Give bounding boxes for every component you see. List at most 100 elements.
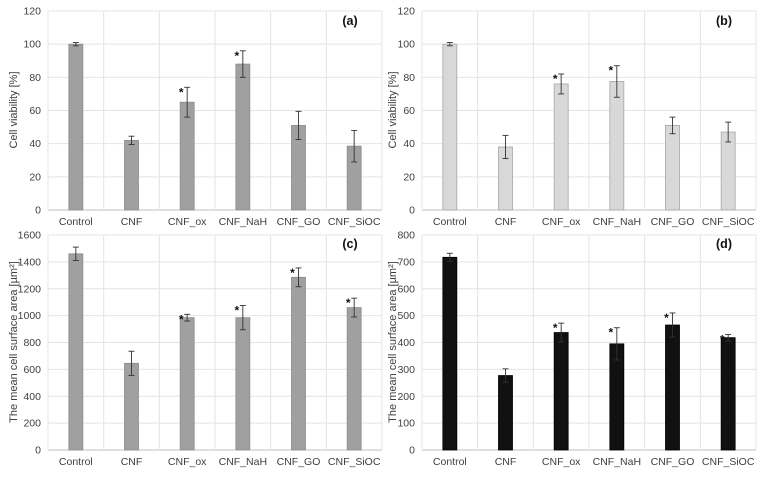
chart-panel-3: 0 100 200 300 400 500 600 700 800 The mean cell s… (387, 230, 757, 468)
y-tick-label: 100 (23, 39, 41, 51)
bar (68, 43, 84, 211)
x-category-label: CNF_SiOC (702, 216, 755, 228)
y-tick-label: 0 (35, 445, 41, 457)
y-tick-label: 700 (397, 256, 415, 268)
bar (179, 101, 195, 211)
bar (609, 81, 625, 211)
bar (291, 276, 306, 451)
significance-marker: * (290, 266, 295, 280)
bar (442, 256, 458, 451)
y-tick-label: 1200 (18, 283, 42, 295)
y-tick-label: 20 (29, 171, 41, 183)
bar (553, 332, 569, 451)
y-axis-title: Cell viability [%] (8, 71, 20, 148)
y-tick-label: 80 (403, 72, 415, 84)
y-tick-label: 100 (397, 418, 415, 430)
bar (720, 337, 736, 451)
bar (498, 375, 513, 451)
y-tick-label: 200 (23, 418, 41, 430)
x-category-label: CNF (495, 456, 517, 468)
y-tick-label: 400 (23, 391, 41, 403)
y-tick-label: 80 (29, 72, 41, 84)
y-tick-label: 400 (397, 337, 415, 349)
bar (665, 324, 680, 451)
y-axis-title: The mean cell surface area [µm²] (387, 261, 399, 423)
y-tick-label: 300 (397, 364, 415, 376)
x-category-label: Control (59, 216, 93, 228)
y-tick-label: 120 (23, 6, 41, 18)
y-tick-label: 0 (409, 205, 415, 217)
significance-marker: * (179, 85, 184, 99)
y-tick-label: 500 (397, 310, 415, 322)
bar (235, 317, 251, 451)
x-category-label: CNF_ox (168, 216, 207, 228)
x-category-label: CNF_NaH (593, 216, 641, 228)
x-category-label: Control (433, 216, 467, 228)
bar (124, 362, 139, 451)
significance-marker: * (608, 326, 613, 340)
x-category-label: CNF_NaH (219, 456, 267, 468)
bar (553, 83, 569, 211)
x-category-label: Control (59, 456, 93, 468)
y-tick-label: 40 (29, 138, 41, 150)
x-category-label: CNF_GO (651, 216, 695, 228)
bar (235, 63, 251, 211)
significance-marker: * (553, 72, 558, 86)
panel-label: (c) (342, 237, 357, 251)
x-category-label: CNF_GO (651, 456, 695, 468)
x-category-label: CNF_NaH (219, 216, 267, 228)
x-category-label: CNF (121, 216, 143, 228)
y-tick-label: 800 (23, 337, 41, 349)
y-tick-label: 20 (403, 171, 415, 183)
y-tick-label: 0 (409, 445, 415, 457)
x-category-label: CNF_SiOC (328, 216, 381, 228)
significance-marker: * (553, 321, 558, 335)
x-category-label: CNF (495, 216, 517, 228)
panel-label: (d) (716, 237, 732, 251)
significance-marker: * (234, 304, 239, 318)
y-tick-label: 1600 (18, 230, 42, 242)
bar (179, 317, 195, 451)
significance-marker: * (664, 311, 669, 325)
bar (124, 139, 139, 211)
panel-label: (b) (716, 14, 732, 28)
chart-panel-2: 0 200 400 600 800 1000 1200 1400 1600 The mean ce… (8, 230, 383, 468)
y-tick-label: 0 (35, 205, 41, 217)
bar (68, 253, 84, 451)
x-category-label: CNF_ox (542, 456, 581, 468)
significance-marker: * (720, 332, 725, 346)
y-axis-title: The mean cell surface area [µm²] (8, 261, 20, 423)
significance-marker: * (608, 64, 613, 78)
x-category-label: CNF_GO (277, 456, 321, 468)
significance-marker: * (179, 312, 184, 326)
y-tick-label: 120 (397, 6, 415, 18)
x-category-label: CNF_GO (277, 216, 321, 228)
bar (720, 131, 736, 211)
y-tick-label: 40 (403, 138, 415, 150)
x-category-label: CNF_ox (542, 216, 581, 228)
chart-panel-1: 0 20 40 60 80 100 120 Cell viability [%] Control… (387, 6, 757, 228)
significance-marker: * (346, 296, 351, 310)
panel-label: (a) (342, 14, 357, 28)
y-tick-label: 1000 (18, 310, 42, 322)
bar (346, 307, 362, 451)
y-tick-label: 100 (397, 39, 415, 51)
bar (442, 43, 458, 211)
x-category-label: CNF_SiOC (328, 456, 381, 468)
y-tick-label: 800 (397, 230, 415, 242)
x-category-label: CNF_NaH (593, 456, 641, 468)
y-tick-label: 600 (397, 283, 415, 295)
x-category-label: CNF (121, 456, 143, 468)
y-tick-label: 200 (397, 391, 415, 403)
bar (665, 125, 680, 211)
significance-marker: * (234, 49, 239, 63)
y-tick-label: 60 (403, 105, 415, 117)
x-category-label: CNF_ox (168, 456, 207, 468)
x-category-label: Control (433, 456, 467, 468)
chart-panel-0: 0 20 40 60 80 100 120 Cell viability [%] Control… (8, 6, 383, 228)
y-tick-label: 60 (29, 105, 41, 117)
y-tick-label: 600 (23, 364, 41, 376)
x-category-label: CNF_SiOC (702, 456, 755, 468)
y-axis-title: Cell viability [%] (387, 71, 399, 148)
